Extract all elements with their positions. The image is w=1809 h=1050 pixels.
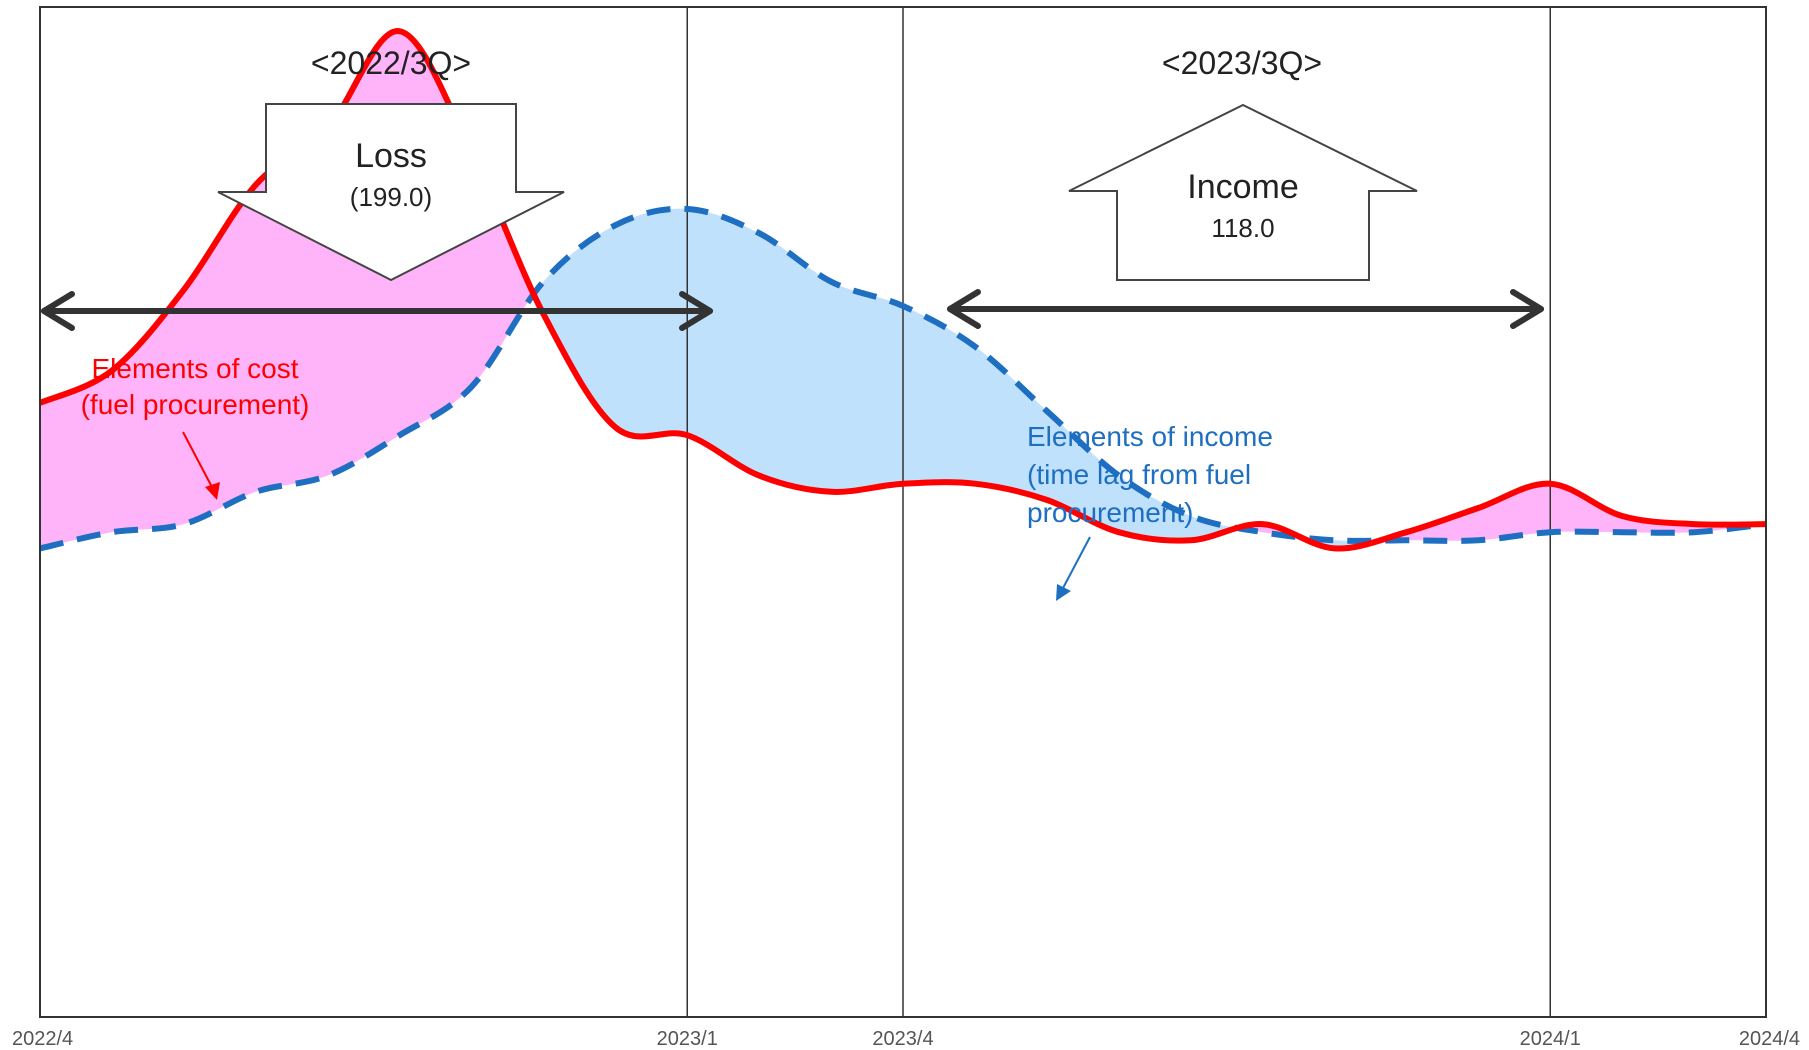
- x-tick-label: 2022/4: [12, 1028, 73, 1050]
- income-title: Income: [1187, 168, 1299, 206]
- income-pointer-arrow: [1056, 536, 1091, 601]
- x-tick-label: 2023/1: [657, 1028, 718, 1050]
- cost-annotation-line-1: Elements of cost: [92, 353, 299, 384]
- loss-value: (199.0): [350, 182, 432, 212]
- range-arrow-2022-3q: [41, 291, 713, 331]
- income-arrow-up: [1068, 103, 1418, 281]
- income-value: 118.0: [1211, 213, 1274, 243]
- period-label-2022-3q: <2022/3Q>: [311, 45, 471, 81]
- period-label-2023-3q: <2023/3Q>: [1162, 45, 1322, 81]
- range-arrow-2023-3q: [947, 289, 1544, 329]
- loss-arrow-down: [217, 103, 565, 282]
- income-annotation-line-2: (time lag from fuel: [1027, 459, 1251, 490]
- income-series-line: [39, 205, 1767, 552]
- cost-pointer-arrow: [182, 431, 220, 500]
- loss-title: Loss: [355, 137, 427, 175]
- period-markers: [686, 7, 1551, 1017]
- plot-frame: [39, 6, 1767, 1018]
- x-axis-ticks: 2022/4 2023/1 2023/4 2024/1 2024/4: [12, 1028, 1800, 1050]
- x-tick-label: 2023/4: [872, 1028, 933, 1050]
- x-tick-label: 2024/1: [1520, 1028, 1581, 1050]
- income-annotation-line-3: procurement): [1027, 497, 1194, 528]
- x-tick-label: 2024/4: [1739, 1028, 1800, 1050]
- cost-annotation-line-2: (fuel procurement): [81, 389, 310, 420]
- income-annotation-line-1: Elements of income: [1027, 421, 1273, 452]
